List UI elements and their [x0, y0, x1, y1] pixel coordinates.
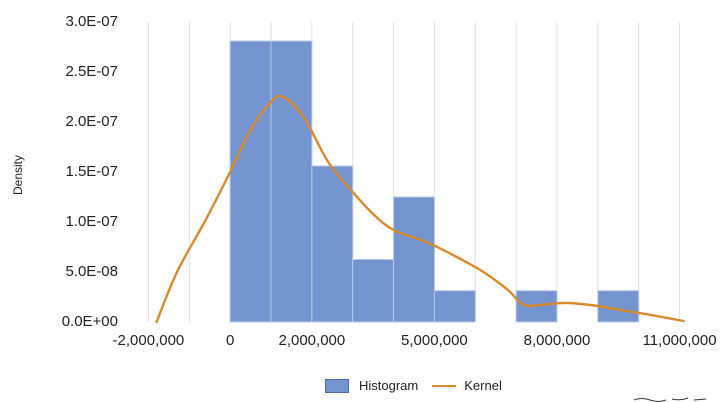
histogram-legend-swatch	[325, 378, 349, 393]
x-tick-label: 0	[226, 332, 234, 349]
y-tick-label: 2.0E-07	[65, 113, 118, 130]
kernel-legend-label: Kernel	[464, 378, 502, 393]
y-axis-ticks: 0.0E+00 5.0E-08 1.0E-07 1.5E-07 2.0E-07 2.5E-…	[62, 13, 118, 330]
histogram-bars	[229, 40, 640, 323]
histogram-bar	[270, 40, 313, 323]
y-tick-label: 1.0E-07	[65, 213, 118, 230]
handwritten-mark	[633, 397, 707, 402]
kernel-line	[155, 94, 685, 324]
histogram-bar	[352, 259, 395, 323]
histogram-bar	[229, 40, 272, 323]
x-tick-label: 5,000,000	[401, 332, 468, 349]
y-tick-label: 5.0E-08	[65, 263, 118, 280]
y-tick-label: 2.5E-07	[65, 63, 118, 80]
x-tick-label: 11,000,000	[643, 332, 717, 349]
histogram-bar	[393, 196, 435, 323]
y-tick-label: 1.5E-07	[65, 163, 118, 180]
x-axis-ticks: -2,000,000 0 2,000,000 5,000,000 8,000,000 11…	[113, 332, 717, 349]
x-tick-label: 2,000,000	[278, 332, 345, 349]
legend: Histogram Kernel	[325, 378, 502, 393]
density-chart: 0.0E+00 5.0E-08 1.0E-07 1.5E-07 2.0E-07 2.5E-…	[11, 13, 717, 349]
x-tick-label: -2,000,000	[113, 332, 185, 349]
y-tick-label: 0.0E+00	[62, 313, 118, 330]
histogram-bar	[311, 165, 354, 323]
y-tick-label: 3.0E-07	[65, 13, 118, 30]
kernel-line-group	[155, 94, 685, 324]
y-axis-label: Density	[11, 155, 25, 195]
histogram-bar	[433, 290, 476, 323]
x-tick-label: 8,000,000	[524, 332, 591, 349]
histogram-legend-label: Histogram	[359, 378, 419, 393]
kernel-legend-swatch	[432, 384, 457, 387]
